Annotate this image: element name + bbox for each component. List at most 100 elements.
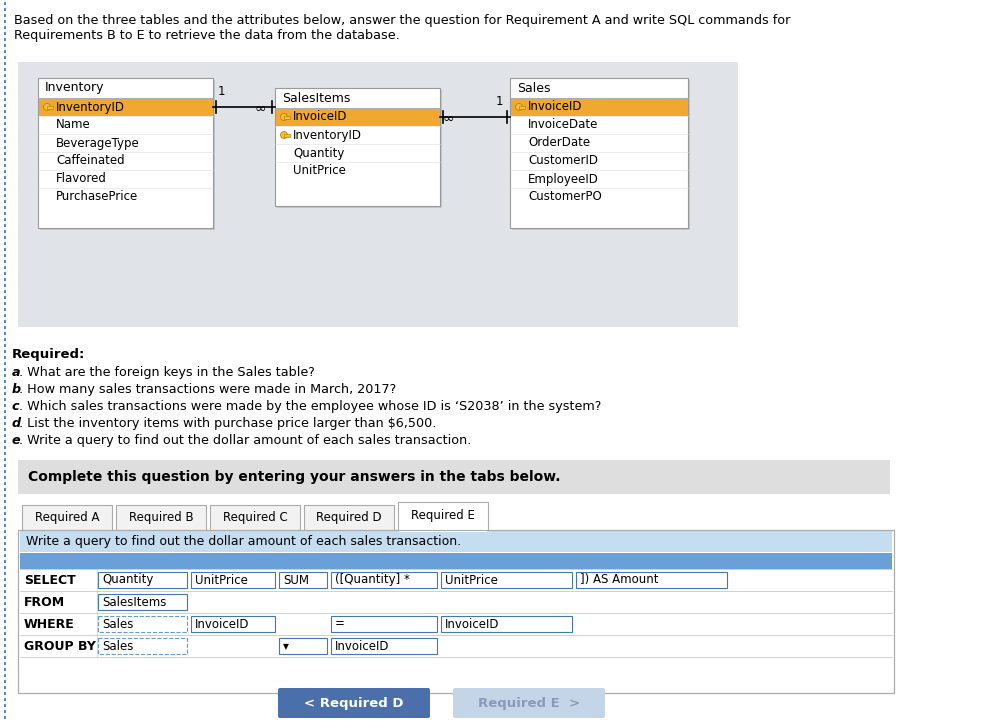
Bar	[4, 392, 6, 395]
Bar	[4, 440, 6, 443]
Bar	[275, 88, 440, 206]
Bar	[4, 20, 6, 23]
Bar	[4, 566, 6, 569]
Text: OrderDate: OrderDate	[528, 137, 590, 149]
Bar	[4, 368, 6, 371]
Text: UnitPrice: UnitPrice	[293, 164, 346, 177]
Bar	[4, 68, 6, 71]
Bar	[4, 716, 6, 719]
Bar	[4, 164, 6, 167]
Bar	[4, 266, 6, 269]
Text: Name: Name	[56, 119, 91, 132]
Bar	[4, 86, 6, 89]
Bar	[4, 362, 6, 365]
Bar	[4, 14, 6, 17]
Bar	[331, 572, 437, 588]
Bar	[399, 529, 487, 532]
Text: WHERE: WHERE	[24, 618, 75, 631]
Bar	[4, 224, 6, 227]
Circle shape	[515, 104, 522, 111]
Bar	[284, 134, 290, 137]
Bar	[4, 494, 6, 497]
Text: Sales: Sales	[517, 82, 551, 95]
Text: . How many sales transactions were made in March, 2017?: . How many sales transactions were made …	[19, 383, 397, 396]
Bar	[4, 278, 6, 281]
Bar	[4, 302, 6, 305]
Text: InvoiceID: InvoiceID	[195, 618, 249, 631]
Text: SUM: SUM	[283, 573, 309, 586]
Bar	[98, 594, 187, 610]
Text: Write a query to find out the dollar amount of each sales transaction.: Write a query to find out the dollar amo…	[26, 535, 461, 548]
Bar	[4, 518, 6, 521]
Bar	[4, 110, 6, 113]
Bar	[4, 482, 6, 485]
Bar	[40, 80, 215, 230]
Bar	[4, 674, 6, 677]
Bar	[510, 98, 687, 116]
Bar	[4, 572, 6, 575]
Bar	[284, 116, 290, 119]
Bar	[398, 502, 488, 531]
Text: ∞: ∞	[255, 102, 266, 116]
Bar	[98, 616, 187, 632]
Bar	[4, 98, 6, 101]
Bar	[4, 416, 6, 419]
Text: b: b	[12, 383, 21, 396]
Bar	[4, 8, 6, 11]
Bar	[4, 38, 6, 41]
Bar	[4, 668, 6, 671]
Text: e: e	[12, 434, 21, 447]
Bar	[20, 591, 892, 613]
Text: UnitPrice: UnitPrice	[195, 573, 248, 586]
Text: c: c	[12, 400, 20, 413]
Bar	[4, 638, 6, 641]
Bar	[512, 80, 690, 230]
Bar	[4, 140, 6, 143]
Text: Sales: Sales	[102, 618, 134, 631]
Text: InvoiceID: InvoiceID	[335, 639, 390, 652]
Bar	[18, 530, 894, 693]
Bar	[4, 680, 6, 683]
FancyBboxPatch shape	[453, 688, 605, 718]
Bar	[4, 644, 6, 647]
Bar	[4, 74, 6, 77]
Text: FROM: FROM	[24, 596, 65, 608]
Text: Flavored: Flavored	[56, 172, 107, 185]
Bar	[4, 626, 6, 629]
Text: Required B: Required B	[129, 511, 193, 524]
Bar	[277, 90, 442, 208]
Bar	[4, 92, 6, 95]
Bar	[4, 530, 6, 533]
Text: SalesItems: SalesItems	[282, 91, 350, 104]
Bar	[4, 614, 6, 617]
Bar	[4, 464, 6, 467]
Bar	[4, 158, 6, 161]
Bar	[4, 620, 6, 623]
Text: SalesItems: SalesItems	[102, 596, 166, 608]
Text: ]) AS Amount: ]) AS Amount	[580, 573, 659, 586]
Bar	[191, 616, 275, 632]
Bar	[191, 572, 275, 588]
Text: Required A: Required A	[35, 511, 99, 524]
Bar	[279, 638, 327, 654]
Bar	[4, 200, 6, 203]
Bar	[4, 488, 6, 491]
Text: InvoiceID: InvoiceID	[445, 618, 499, 631]
Bar	[4, 512, 6, 515]
Text: . Write a query to find out the dollar amount of each sales transaction.: . Write a query to find out the dollar a…	[19, 434, 472, 447]
Text: PurchasePrice: PurchasePrice	[56, 190, 138, 203]
Text: SELECT: SELECT	[24, 573, 76, 586]
Text: UnitPrice: UnitPrice	[445, 573, 497, 586]
Text: =: =	[335, 618, 345, 631]
Bar	[4, 662, 6, 665]
Text: ▾: ▾	[283, 639, 289, 652]
Bar	[4, 260, 6, 263]
Bar	[4, 524, 6, 527]
Bar	[4, 434, 6, 437]
Text: InvoiceID: InvoiceID	[293, 111, 347, 124]
Text: . List the inventory items with purchase price larger than $6,500.: . List the inventory items with purchase…	[19, 417, 436, 430]
Bar	[4, 344, 6, 347]
Text: Requirements B to E to retrieve the data from the database.: Requirements B to E to retrieve the data…	[14, 29, 400, 42]
FancyBboxPatch shape	[278, 688, 430, 718]
Bar	[4, 554, 6, 557]
